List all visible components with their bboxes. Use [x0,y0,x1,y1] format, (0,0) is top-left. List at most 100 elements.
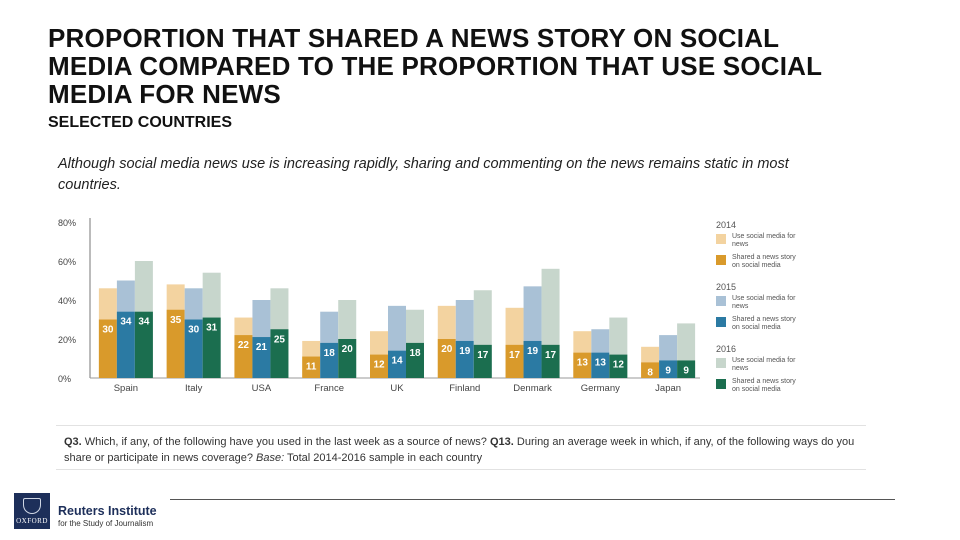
legend-swatch [716,234,726,244]
footer-divider [170,499,895,500]
bar-shared-2016-japan [677,360,696,378]
x-category-label: France [314,383,344,394]
legend-label: Use social media for [732,295,796,302]
bar-shared-2014-spain [98,319,117,378]
legend-swatch [716,255,726,265]
bar-shared-2015-denmark [523,340,542,378]
bar-shared-2015-usa [252,337,271,378]
footnote-q13-label: Q13. [489,436,514,448]
legend-swatch [716,317,726,327]
legend-swatch [716,358,726,368]
logo-wordmark: OXFORD [16,517,48,525]
y-tick-label: 40% [58,296,76,306]
bar-shared-2015-italy [184,319,203,378]
legend-label-line2: on social media [732,262,781,269]
data-label-shared: 17 [509,350,521,361]
bar-use-2014-germany [573,331,592,378]
data-label-shared: 17 [477,350,489,361]
bar-use-2016-japan [677,323,696,378]
legend-year: 2014 [716,220,736,230]
bar-shared-2014-japan [641,362,660,378]
data-label-shared: 35 [170,315,182,326]
footnote-q3-text: Which, if any, of the following have you… [81,436,490,448]
data-label-shared: 9 [665,365,671,376]
legend-label-line2: on social media [732,386,781,393]
x-category-label: Germany [581,383,620,394]
x-category-label: UK [390,383,404,394]
bar-shared-2015-japan [659,360,678,378]
data-label-shared: 34 [120,317,132,328]
data-label-shared: 22 [238,340,250,351]
intro-text: Although social media news use is increa… [58,156,789,193]
data-label-shared: 12 [613,360,625,371]
chart-subtitle: SELECTED COUNTRIES [48,114,233,131]
bar-use-2016-denmark [541,268,560,378]
data-label-shared: 30 [102,325,114,336]
y-tick-label: 80% [58,218,76,228]
data-label-shared: 34 [138,317,150,328]
bar-use-2015-spain [116,280,135,378]
bar-use-2014-france [302,340,321,378]
data-label-shared: 18 [324,348,336,359]
legend-swatch [716,296,726,306]
data-label-shared: 21 [256,342,268,353]
data-label-shared: 19 [527,346,539,357]
footnote: Q3. Which, if any, of the following have… [64,434,864,466]
bar-shared-2016-finland [473,344,492,378]
bar-use-2015-france [320,311,339,378]
bar-use-2015-denmark [523,286,542,378]
bar-use-2014-uk [370,331,388,378]
legend-swatch [716,379,726,389]
legend-label: Use social media for [732,357,796,364]
bar-shared-2014-finland [437,339,456,378]
bar-use-2014-finland [437,305,456,378]
bar-use-2014-spain [98,288,117,378]
crest-icon [23,498,41,514]
data-label-shared: 8 [647,367,653,378]
footnote-base-label: Base: [256,452,285,464]
bar-use-2015-italy [184,288,203,378]
bar-shared-2016-italy [202,317,221,378]
legend-year: 2016 [716,344,736,354]
y-tick-label: 20% [58,335,76,345]
data-label-shared: 12 [373,360,385,371]
bar-shared-2015-spain [116,311,135,378]
data-label-shared: 11 [306,362,317,373]
bar-shared-2016-usa [270,329,289,378]
bar-shared-2014-uk [370,354,388,378]
bar-shared-2016-france [338,339,357,378]
chart-title: PROPORTION THAT SHARED A NEWS STORY ON S… [48,23,822,109]
data-label-shared: 30 [188,325,200,336]
footnote-q3-label: Q3. [64,436,82,448]
bar-shared-2014-usa [234,335,253,378]
bar-shared-2016-denmark [541,344,560,378]
legend-label-line2: news [732,365,749,372]
legend-label: Shared a news story [732,316,796,323]
legend-label: Shared a news story [732,378,796,385]
data-label-shared: 13 [577,358,589,369]
legend-label-line2: news [732,303,749,310]
y-tick-label: 60% [58,257,76,267]
x-category-label: Italy [185,383,203,394]
data-label-shared: 13 [595,358,607,369]
data-label-shared: 17 [545,350,557,361]
bar-use-2015-japan [659,335,678,378]
bar-use-2016-uk [406,309,424,378]
bar-shared-2014-denmark [505,344,524,378]
bar-shared-2014-france [302,356,321,378]
footnote-bottom-divider [56,469,866,470]
bar-shared-2016-uk [406,342,424,378]
data-label-shared: 9 [683,365,689,376]
x-category-label: Denmark [513,383,552,394]
bar-use-2016-germany [609,317,628,378]
legend-label: Shared a news story [732,254,796,261]
brand-subtitle: for the Study of Journalism [58,519,154,528]
data-label-shared: 20 [342,344,354,355]
x-category-label: Finland [449,383,480,394]
bar-use-2014-italy [166,284,185,378]
bar-use-2016-usa [270,288,289,378]
bar-shared-2015-finland [455,340,474,378]
bar-use-2014-denmark [505,307,524,378]
bar-use-2014-japan [641,346,660,378]
bar-shared-2015-uk [388,350,406,378]
